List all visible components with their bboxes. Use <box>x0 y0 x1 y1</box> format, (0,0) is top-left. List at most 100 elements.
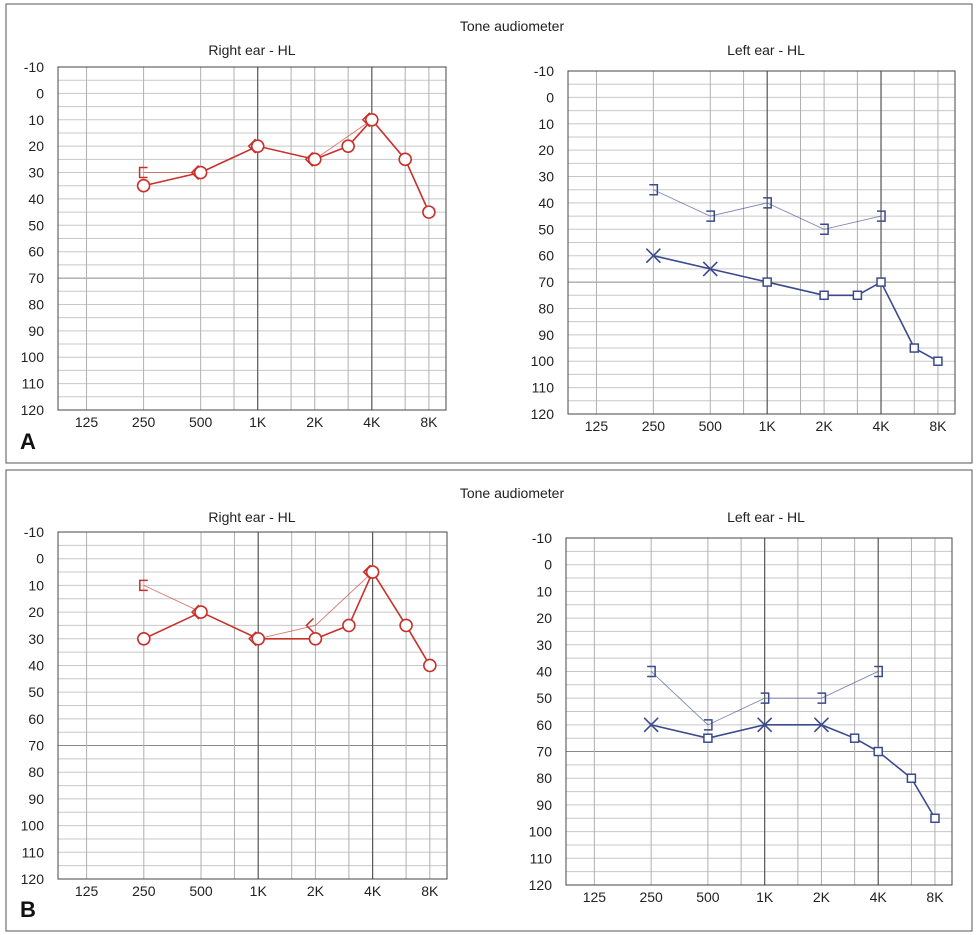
y-tick-label: 70 <box>536 744 552 760</box>
y-tick-label: 90 <box>536 797 552 813</box>
x-tick-label: 250 <box>132 883 156 899</box>
y-tick-label: 60 <box>538 248 554 264</box>
x-tick-label: 4K <box>870 889 888 905</box>
panel-a: Tone audiometer A Right ear - HL -10 0 10 2… <box>5 3 973 464</box>
air-conduction-point <box>423 658 437 673</box>
y-tick-label: 120 <box>531 406 555 422</box>
y-tick-label: 90 <box>28 323 44 339</box>
bone-conduction-point <box>305 617 314 633</box>
y-tick-label: 60 <box>28 711 44 727</box>
y-tick-label: 10 <box>536 583 552 599</box>
x-tick-label: 8K <box>926 889 944 905</box>
bone-conduction-point <box>874 665 883 678</box>
y-tick-label: 40 <box>536 663 552 679</box>
x-tick-label: 500 <box>699 418 723 434</box>
y-tick-label: 100 <box>529 824 553 840</box>
y-tick-label: 30 <box>28 165 44 181</box>
x-tick-label: 250 <box>642 418 666 434</box>
chart-b-left-ear: Left ear - HL -10 0 10 20 30 40 50 60 70 80 90 100 1… <box>529 509 953 905</box>
y-tick-label: 0 <box>544 557 552 573</box>
y-tick-label: 50 <box>28 684 44 700</box>
y-tick-label: 70 <box>28 270 44 286</box>
bone-conduction-point <box>647 665 656 678</box>
air-conduction-series-line <box>143 118 430 213</box>
plot-frame <box>57 66 447 411</box>
y-tick-label: 100 <box>531 353 555 369</box>
bone-conduction-point <box>820 223 829 236</box>
y-tick-label: 30 <box>536 637 552 653</box>
bone-conduction-series-line <box>653 189 882 230</box>
air-conduction-point <box>645 248 661 264</box>
air-conduction-point <box>762 277 772 287</box>
air-conduction-series-line <box>143 570 431 666</box>
bone-conduction-point <box>877 210 886 222</box>
air-conduction-point <box>342 618 356 633</box>
air-conduction-point <box>933 356 943 366</box>
plot-frame <box>567 70 956 415</box>
y-tick-label: 90 <box>538 327 554 343</box>
air-conduction-point <box>365 565 380 579</box>
y-tick-label: 110 <box>532 380 555 396</box>
y-tick-label: 90 <box>28 791 44 807</box>
air-conduction-point <box>819 290 829 301</box>
y-tick-label: 20 <box>28 604 44 620</box>
chart-title: Left ear - HL <box>727 509 805 525</box>
y-tick-label: 80 <box>538 300 554 316</box>
y-tick-label: 20 <box>28 138 44 154</box>
chart-b-right-ear: Right ear - HL -10 0 10 20 30 40 50 60 70 80 90 100… <box>21 509 448 899</box>
panel-a-title: Tone audiometer <box>460 18 565 34</box>
x-tick-label: 1K <box>759 418 777 434</box>
y-tick-label: 30 <box>538 169 554 185</box>
air-conduction-point <box>873 746 883 757</box>
y-tick-label: 110 <box>22 376 45 392</box>
x-tick-label: 500 <box>696 889 720 905</box>
y-tick-label: 10 <box>538 116 554 132</box>
chart-title: Left ear - HL <box>727 42 805 58</box>
x-tick-label: 4K <box>364 883 382 899</box>
y-tick-label: -10 <box>24 59 44 75</box>
y-tick-label: 70 <box>28 738 44 754</box>
air-conduction-point <box>399 618 413 633</box>
air-conduction-point <box>930 813 940 824</box>
y-tick-label: 120 <box>529 877 553 893</box>
air-conduction-point <box>813 717 830 733</box>
air-conduction-point <box>849 733 860 743</box>
x-tick-label: 250 <box>639 889 663 905</box>
y-tick-label: 50 <box>538 221 554 237</box>
x-tick-label: 8K <box>420 414 438 430</box>
y-tick-label: 60 <box>28 244 44 260</box>
x-tick-label: 1K <box>249 414 267 430</box>
plot-frame <box>57 531 448 880</box>
y-tick-label: 120 <box>21 871 45 887</box>
air-conduction-series-line <box>650 724 936 819</box>
x-tick-label: 250 <box>132 414 156 430</box>
bone-conduction-point <box>703 719 713 731</box>
air-conduction-point <box>702 261 718 277</box>
air-conduction-point <box>193 165 208 180</box>
panel-b-title: Tone audiometer <box>460 485 565 501</box>
x-tick-label: 125 <box>583 889 607 905</box>
air-conduction-series-line <box>653 254 939 362</box>
y-tick-label: 120 <box>21 402 45 418</box>
chart-title: Right ear - HL <box>208 42 295 58</box>
air-conduction-point <box>703 733 713 743</box>
x-tick-label: 125 <box>585 418 609 434</box>
y-tick-label: 20 <box>538 142 554 158</box>
y-tick-label: 80 <box>28 764 44 780</box>
panel-b-letter: B <box>20 897 36 922</box>
air-conduction-point <box>757 717 773 733</box>
air-conduction-point <box>422 205 436 219</box>
bone-conduction-point <box>649 183 659 196</box>
x-tick-label: 4K <box>363 414 381 430</box>
y-tick-label: -10 <box>534 63 554 79</box>
y-tick-label: -10 <box>532 530 552 546</box>
air-conduction-point <box>308 631 323 646</box>
bone-conduction-point <box>138 166 148 179</box>
bone-conduction-point <box>139 579 148 592</box>
x-tick-label: 2K <box>816 418 834 434</box>
air-conduction-point <box>307 152 322 167</box>
y-tick-label: 10 <box>28 577 44 593</box>
air-conduction-point <box>365 112 379 127</box>
y-tick-label: 110 <box>22 844 45 860</box>
x-tick-label: 2K <box>307 883 325 899</box>
